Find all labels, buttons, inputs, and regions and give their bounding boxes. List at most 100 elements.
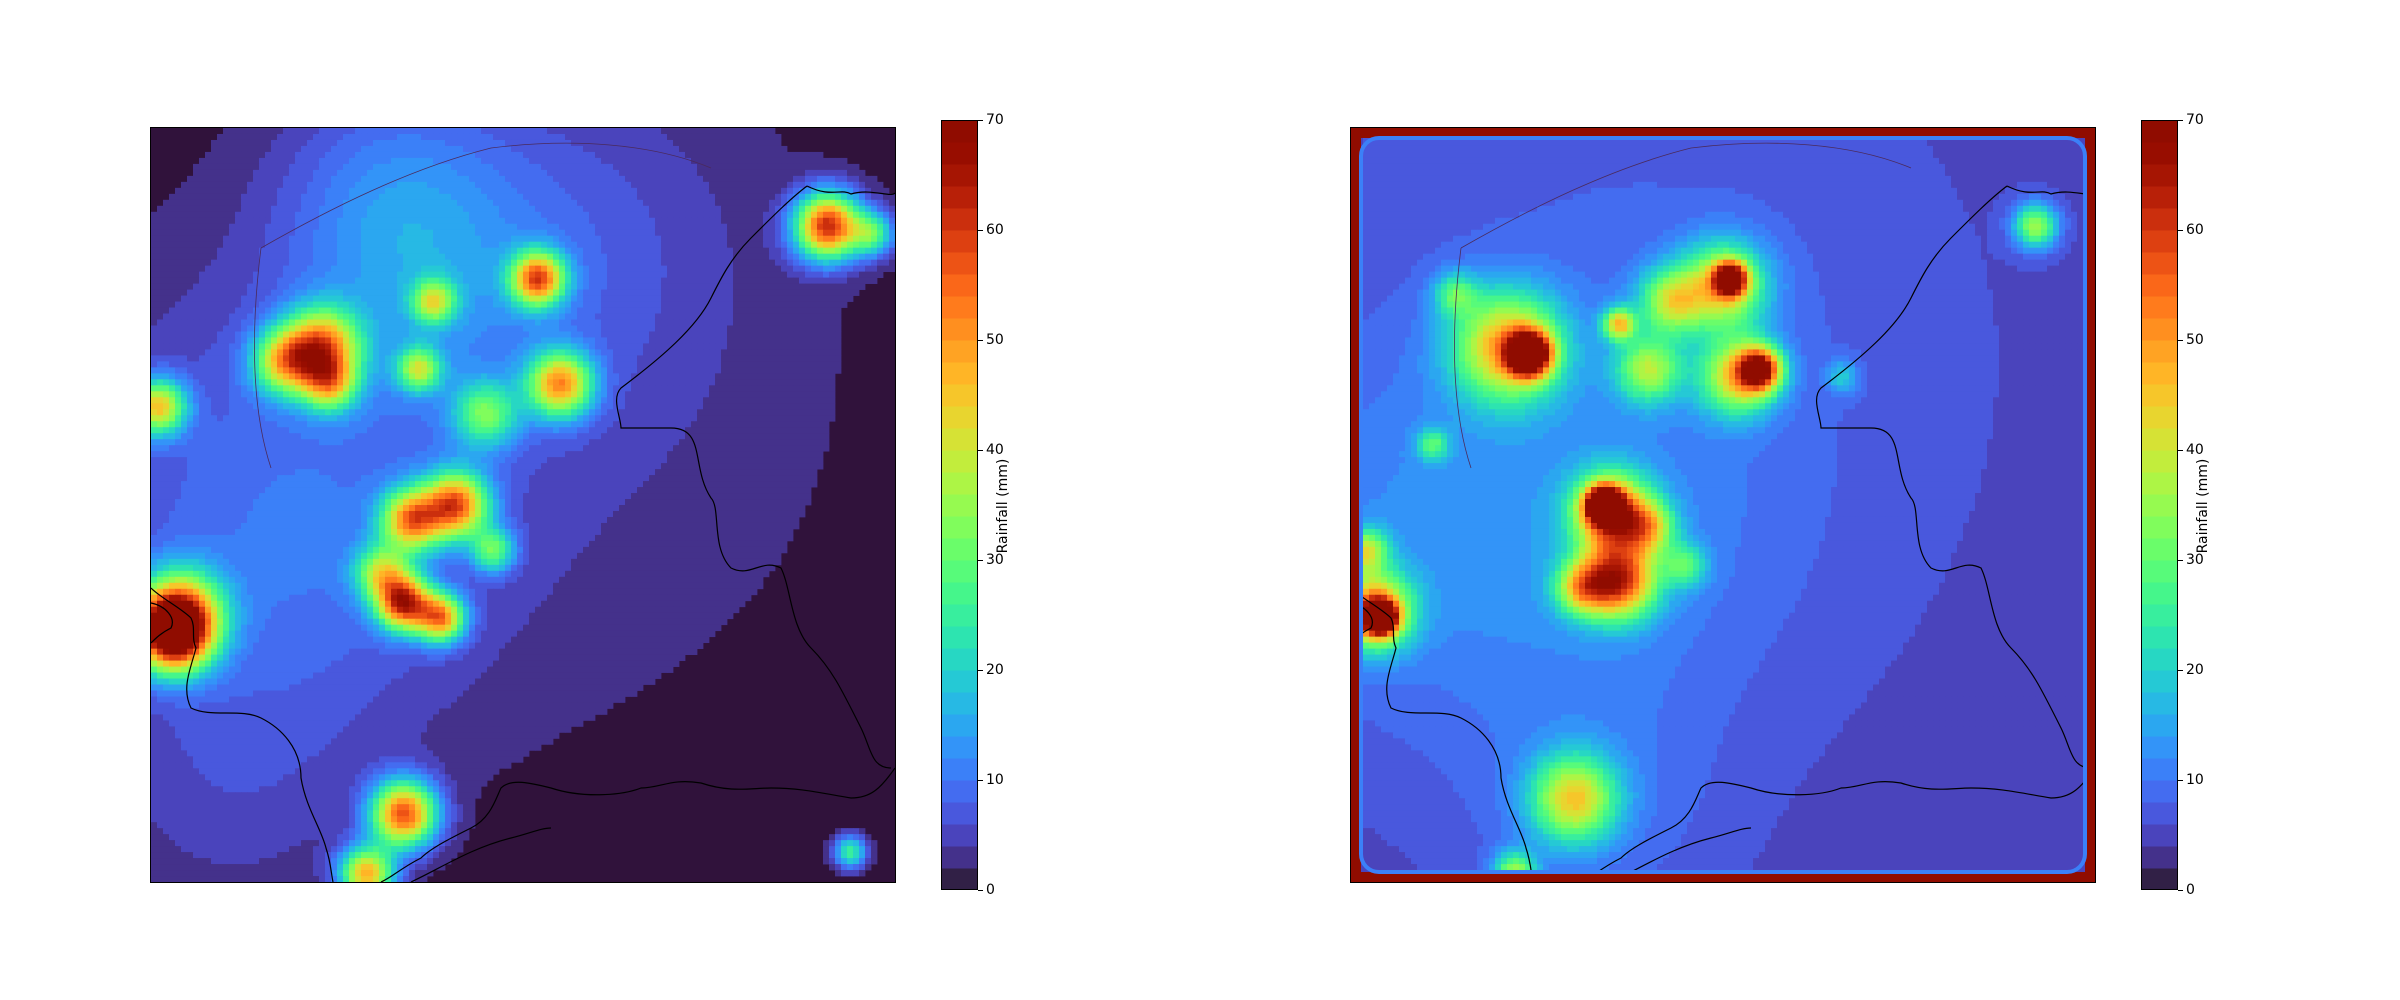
- heatmap-cell: [577, 133, 584, 141]
- heatmap-cell: [691, 367, 698, 374]
- heatmap-cell: [835, 337, 842, 344]
- heatmap-cell: [649, 313, 656, 320]
- heatmap-cell: [199, 289, 206, 296]
- heatmap-cell: [385, 181, 392, 189]
- heatmap-cell: [199, 223, 206, 231]
- heatmap-cell: [799, 187, 806, 195]
- heatmap-cell: [697, 259, 704, 267]
- heatmap-cell: [343, 241, 350, 249]
- heatmap-cell: [691, 181, 698, 189]
- heatmap-cell: [397, 145, 404, 153]
- heatmap-cell: [649, 277, 656, 284]
- heatmap-cell: [217, 301, 224, 308]
- heatmap-cell: [517, 193, 524, 201]
- heatmap-cell: [241, 307, 248, 314]
- heatmap-cell: [835, 163, 842, 171]
- heatmap-cell: [793, 247, 800, 255]
- heatmap-cell: [523, 139, 530, 147]
- heatmap-cell: [277, 211, 284, 219]
- heatmap-cell: [169, 217, 176, 225]
- heatmap-cell: [445, 343, 452, 350]
- heatmap-cell: [205, 265, 212, 273]
- heatmap-cell: [499, 325, 506, 332]
- heatmap-cell: [253, 313, 260, 320]
- heatmap-cell: [583, 133, 590, 141]
- heatmap-cell: [877, 187, 884, 195]
- heatmap-cell: [535, 331, 542, 338]
- heatmap-cell: [661, 151, 668, 159]
- heatmap-cell: [793, 355, 800, 362]
- heatmap-cell: [331, 247, 338, 255]
- heatmap-cell: [277, 229, 284, 237]
- heatmap-cell: [283, 181, 290, 189]
- heatmap-cell: [661, 265, 668, 273]
- heatmap-cell: [175, 349, 182, 356]
- heatmap-cell: [571, 193, 578, 201]
- heatmap-cell: [661, 145, 668, 153]
- heatmap-cell: [193, 301, 200, 308]
- heatmap-cell: [607, 355, 614, 362]
- heatmap-cell: [391, 361, 398, 368]
- heatmap-cell: [373, 295, 380, 302]
- heatmap-cell: [307, 313, 314, 320]
- heatmap-cell: [319, 295, 326, 302]
- heatmap-cell: [463, 133, 470, 141]
- heatmap-cell: [151, 235, 158, 243]
- heatmap-cell: [241, 337, 248, 344]
- heatmap-cell: [367, 229, 374, 237]
- heatmap-cell: [457, 355, 464, 362]
- heatmap-cell: [331, 367, 338, 374]
- heatmap-cell: [769, 175, 776, 183]
- heatmap-cell: [307, 169, 314, 177]
- heatmap-cell: [361, 379, 368, 386]
- heatmap-cell: [307, 253, 314, 261]
- heatmap-cell: [667, 163, 674, 171]
- heatmap-cell: [865, 199, 872, 207]
- heatmap-cell: [607, 157, 614, 165]
- heatmap-cell: [529, 259, 536, 267]
- heatmap-cell: [607, 373, 614, 380]
- heatmap-cell: [655, 217, 662, 225]
- heatmap-cell: [679, 301, 686, 308]
- heatmap-cell: [427, 367, 434, 374]
- heatmap-cell: [541, 259, 548, 267]
- heatmap-cell: [661, 313, 668, 320]
- heatmap-cell: [673, 253, 680, 261]
- heatmap-cell: [391, 223, 398, 231]
- heatmap-cell: [643, 367, 650, 374]
- heatmap-cell: [589, 331, 596, 338]
- heatmap-cell: [661, 217, 668, 225]
- heatmap-cell: [679, 313, 686, 320]
- heatmap-cell: [307, 163, 314, 171]
- heatmap-cell: [637, 283, 644, 290]
- heatmap-cell: [679, 157, 686, 165]
- heatmap-cell: [883, 229, 890, 237]
- heatmap-cell: [241, 157, 248, 165]
- heatmap-cell: [673, 337, 680, 344]
- heatmap-cell: [511, 319, 518, 326]
- heatmap-cell: [547, 265, 554, 273]
- heatmap-cell: [529, 373, 536, 380]
- heatmap-cell: [823, 187, 830, 195]
- heatmap-cell: [301, 199, 308, 207]
- heatmap-cell: [565, 259, 572, 267]
- heatmap-cell: [391, 217, 398, 225]
- heatmap-cell: [439, 133, 446, 141]
- heatmap-cell: [187, 175, 194, 183]
- heatmap-cell: [547, 205, 554, 213]
- heatmap-cell: [349, 295, 356, 302]
- heatmap-cell: [823, 157, 830, 165]
- heatmap-cell: [613, 217, 620, 225]
- heatmap-cell: [445, 157, 452, 165]
- heatmap-cell: [787, 343, 794, 350]
- heatmap-cell: [817, 307, 824, 314]
- heatmap-cell: [577, 163, 584, 171]
- heatmap-cell: [241, 313, 248, 320]
- heatmap-cell: [799, 277, 806, 284]
- heatmap-cell: [235, 247, 242, 255]
- heatmap-cell: [715, 301, 722, 308]
- heatmap-cell: [847, 253, 854, 261]
- heatmap-cell: [241, 223, 248, 231]
- heatmap-cell: [493, 217, 500, 225]
- heatmap-cell: [631, 169, 638, 177]
